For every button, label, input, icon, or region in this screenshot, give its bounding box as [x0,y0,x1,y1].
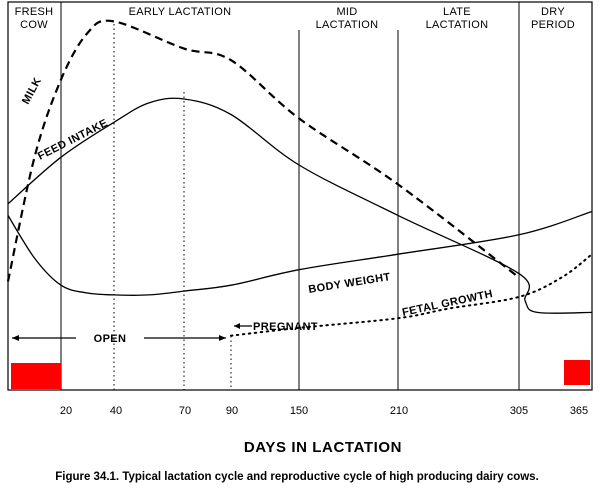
phase-label-late-2: LACTATION [426,19,489,31]
milk-label: MILK [20,76,44,107]
feed-intake-curve [7,97,593,314]
open-arrowhead-left [12,335,19,341]
milk-curve [6,19,520,282]
open-arrowhead-right [219,335,226,341]
body-weight-curve [7,210,593,296]
fetal-growth-curve [230,253,593,337]
phase-label-mid-1: MID [336,6,357,18]
phase-label-dry-1: DRY [541,6,565,18]
plot-frame [7,1,593,391]
x-tick-305: 305 [510,405,528,417]
x-tick-40: 40 [110,405,122,417]
pregnant-label: PREGNANT [253,321,318,333]
pregnant-arrowhead [234,323,240,329]
x-tick-70: 70 [179,405,191,417]
x-tick-20: 20 [60,405,72,417]
phase-label-fresh-1: FRESH [15,6,54,18]
phase-label-dry-2: PERIOD [531,19,575,31]
x-tick-365: 365 [570,405,588,417]
phase-label-late-1: LATE [443,6,471,18]
body-weight-label: BODY WEIGHT [308,271,392,296]
x-tick-150: 150 [290,405,308,417]
fresh-cow-marker [11,363,61,389]
phase-label-early: EARLY LACTATION [129,6,232,18]
x-tick-210: 210 [390,405,408,417]
feed-intake-label: FEED INTAKE [36,117,110,163]
x-axis-title: DAYS IN LACTATION [244,439,402,456]
figure-caption: Figure 34.1. Typical lactation cycle and… [55,471,539,483]
x-tick-90: 90 [226,405,238,417]
phase-label-fresh-2: COW [20,19,48,31]
dry-period-marker [564,360,590,385]
phase-label-mid-2: LACTATION [316,19,379,31]
open-label: OPEN [94,333,127,345]
